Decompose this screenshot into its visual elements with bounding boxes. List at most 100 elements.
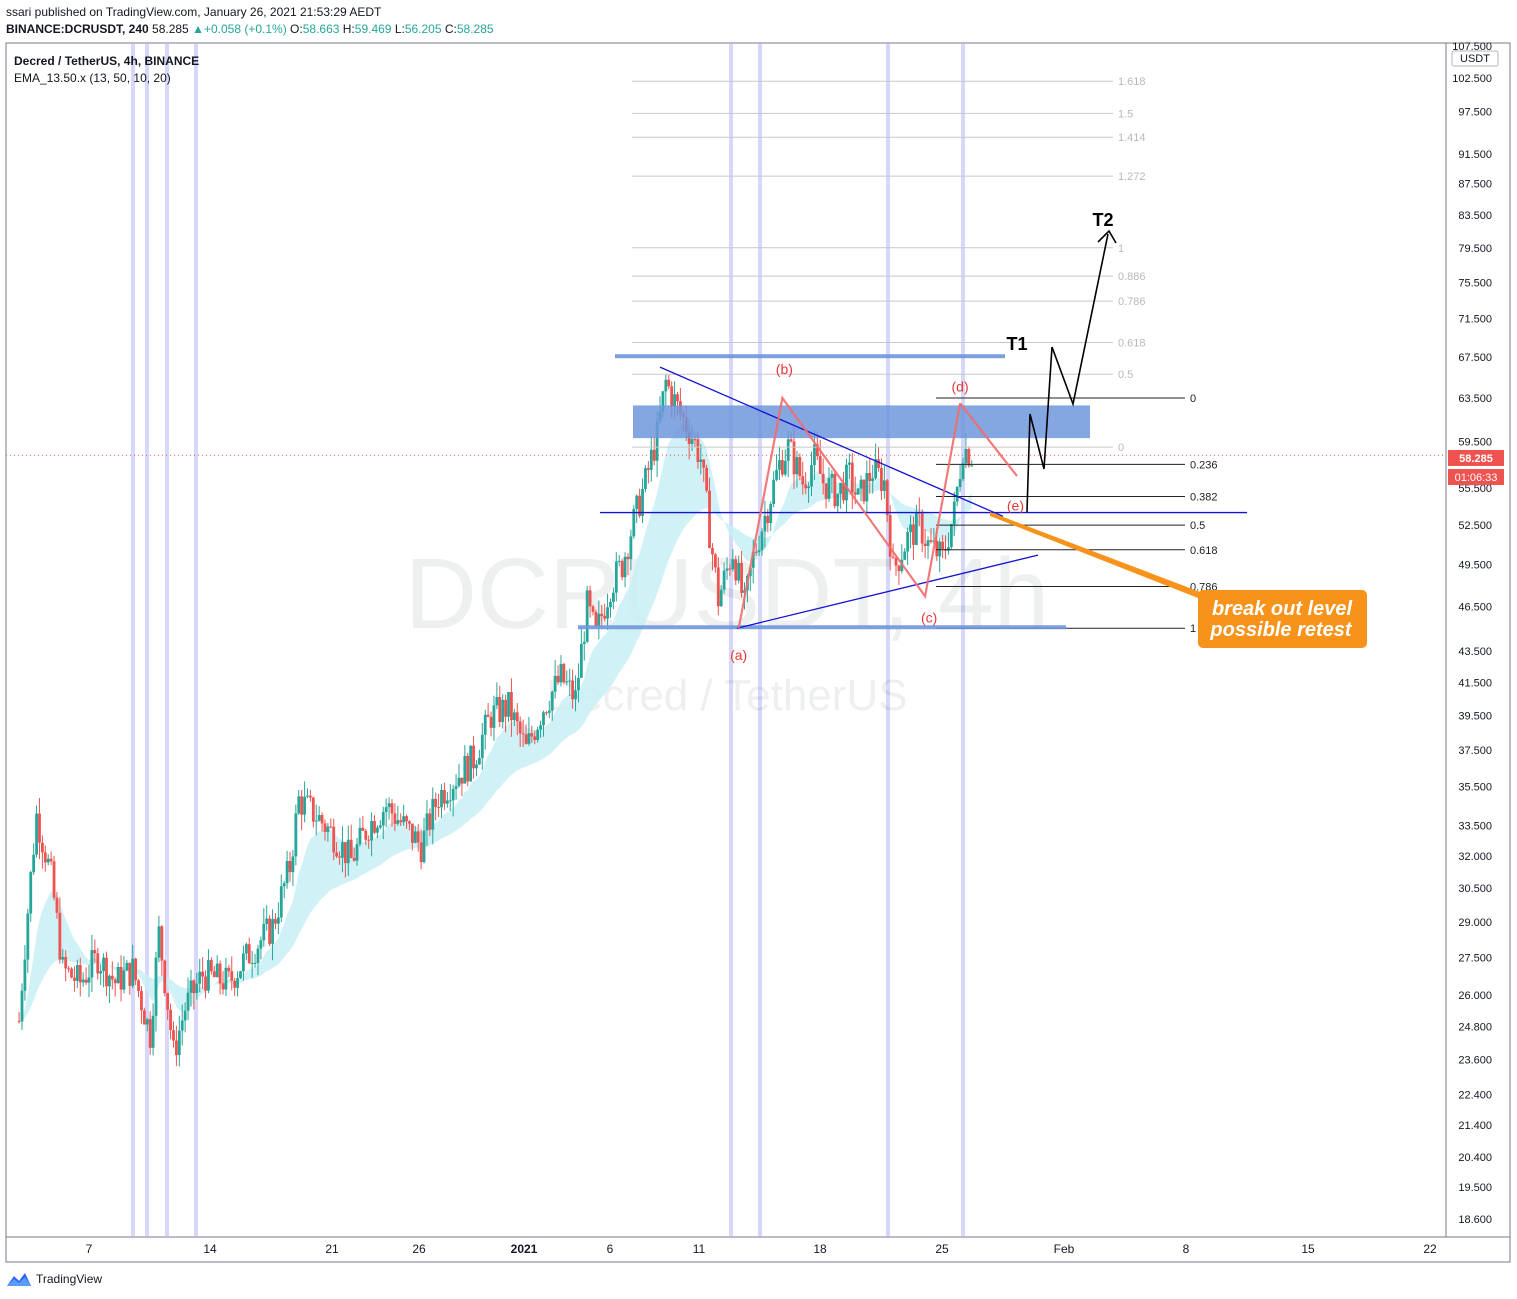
time-tick-label: Feb xyxy=(1054,1242,1075,1256)
footer-brand-text[interactable]: TradingView xyxy=(36,1272,103,1286)
candle xyxy=(818,439,822,475)
last-price-tag xyxy=(1448,450,1504,466)
candle-body xyxy=(891,556,895,558)
candle xyxy=(119,955,123,1002)
fib-lower-label: 0.5 xyxy=(1190,520,1205,532)
candle xyxy=(836,493,840,512)
candle xyxy=(463,745,467,784)
fib-lower-label: 0 xyxy=(1190,393,1196,405)
candle-body xyxy=(29,872,33,914)
candle xyxy=(107,974,111,1004)
close-label: C: xyxy=(444,22,457,36)
candle xyxy=(466,752,470,787)
candle xyxy=(373,815,376,835)
candle xyxy=(588,585,592,618)
candle xyxy=(780,449,784,477)
projection-path: T1 T2 xyxy=(1006,210,1117,513)
candle xyxy=(172,1021,175,1048)
candle-body xyxy=(466,755,470,782)
currency-badge xyxy=(1451,50,1499,67)
candle xyxy=(897,564,901,585)
candle-body xyxy=(649,449,653,470)
candle-body xyxy=(515,712,519,722)
high-value: 59.469 xyxy=(354,22,392,36)
candle-body xyxy=(378,825,382,828)
candle-body xyxy=(265,918,269,924)
candle-body xyxy=(472,745,475,769)
candle xyxy=(416,824,420,852)
candle-body xyxy=(614,561,618,593)
candle-body xyxy=(775,469,778,480)
candle-body xyxy=(938,541,942,557)
candle xyxy=(728,564,732,576)
candle-body xyxy=(833,473,837,507)
candle-body xyxy=(90,950,94,978)
fib-upper-label: 1 xyxy=(1118,243,1124,255)
candle-body xyxy=(230,971,234,981)
candle xyxy=(512,708,516,726)
candle xyxy=(358,817,362,847)
candle-body xyxy=(311,797,315,822)
candle-body xyxy=(757,550,761,553)
candle xyxy=(38,798,41,860)
candle xyxy=(268,915,272,947)
candle-body xyxy=(638,495,642,516)
candle-body xyxy=(349,839,353,858)
time-tick-label: 22 xyxy=(1423,1242,1437,1256)
candle xyxy=(664,374,668,406)
candle-body xyxy=(306,795,309,797)
candle-body xyxy=(84,979,88,983)
candle xyxy=(597,600,601,640)
candle-body xyxy=(221,983,225,990)
candle-body xyxy=(393,813,397,824)
candle xyxy=(428,808,432,837)
candle-body xyxy=(719,589,723,607)
resistance-zone xyxy=(633,405,1090,439)
candle-body xyxy=(947,547,950,551)
tradingview-logo-icon xyxy=(7,1273,31,1286)
candle-body xyxy=(574,690,577,700)
candle-body xyxy=(201,971,205,977)
candle xyxy=(938,538,942,573)
candle-body xyxy=(317,815,321,821)
price-tick-label: 18.600 xyxy=(1458,1214,1492,1226)
candle-body xyxy=(597,613,601,626)
candle-body xyxy=(303,796,306,815)
candle-body xyxy=(288,860,292,873)
candle xyxy=(947,532,950,555)
candle xyxy=(215,955,219,978)
candle xyxy=(970,460,974,467)
candle-body xyxy=(897,565,901,572)
candle-body xyxy=(93,950,97,954)
candle xyxy=(250,950,254,978)
candle xyxy=(224,957,228,997)
candle xyxy=(75,959,79,989)
candle-body xyxy=(157,926,161,958)
candle xyxy=(941,534,945,559)
wave-label: (c) xyxy=(921,609,937,625)
candle xyxy=(606,593,609,630)
candle xyxy=(603,603,607,622)
candle xyxy=(475,760,478,777)
candle-body xyxy=(180,1020,184,1031)
candle-body xyxy=(912,524,915,545)
candle xyxy=(472,736,475,779)
candle-body xyxy=(49,858,53,862)
candle-body xyxy=(341,842,344,858)
candle xyxy=(842,471,845,504)
candle-body xyxy=(853,492,857,495)
symbol-ticker[interactable]: BINANCE:DCRUSDT, 240 xyxy=(6,22,149,36)
candle-body xyxy=(533,736,537,741)
open-label: O: xyxy=(290,22,303,36)
candle xyxy=(454,774,458,800)
candle-body xyxy=(801,476,805,485)
candle-body xyxy=(970,465,974,467)
candle-body xyxy=(113,979,117,984)
candle-body xyxy=(81,979,85,983)
candle xyxy=(29,870,33,922)
candle-body xyxy=(224,967,228,990)
candle-body xyxy=(233,980,237,988)
candle-body xyxy=(941,541,945,550)
